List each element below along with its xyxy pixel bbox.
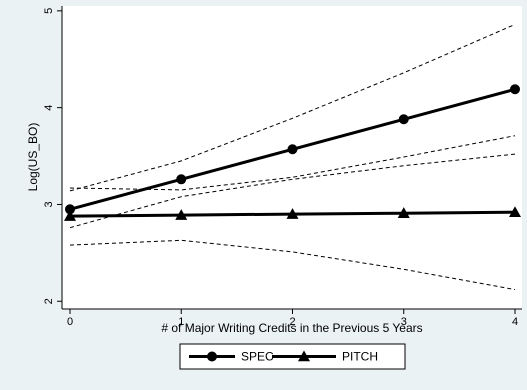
spec-point [287, 144, 298, 155]
y-axis-label: Log(US_BO) [26, 123, 40, 192]
y-tick-label: 2 [43, 298, 55, 304]
pitch-point [175, 209, 188, 220]
legend-item-spec: SPEC [189, 350, 274, 364]
legend-spec-label: SPEC [241, 350, 274, 364]
y-tick-label: 4 [43, 105, 55, 111]
x-tick-label: 3 [401, 316, 407, 328]
spec-ci-lower-line [69, 153, 516, 229]
x-tick-label: 2 [289, 316, 295, 328]
x-tick-label: 1 [178, 316, 184, 328]
pitch-point [509, 206, 521, 217]
pitch-point [64, 210, 76, 221]
legend-spec-marker [207, 351, 217, 362]
legend-pitch-label: PITCH [342, 350, 378, 364]
spec-point [176, 174, 187, 185]
confidence-bands [69, 23, 516, 291]
legend: SPEC PITCH [179, 343, 406, 370]
series-layer [64, 84, 521, 221]
spec-ci-upper-line [69, 23, 516, 192]
x-axis-label: # of Major Writing Credits in the Previo… [161, 321, 422, 335]
spec-point [510, 84, 520, 95]
pitch-point [286, 208, 299, 219]
x-tick-label: 0 [67, 316, 73, 328]
pitch-ci-upper-line [69, 135, 516, 191]
legend-pitch-marker [298, 350, 310, 362]
spec-point [398, 114, 409, 125]
legend-item-pitch: PITCH [272, 350, 378, 364]
x-tick-label: 4 [512, 316, 518, 328]
pitch-point [397, 207, 410, 218]
y-tick-label: 5 [43, 8, 55, 14]
spec-point [65, 204, 75, 215]
y-tick-label: 3 [43, 201, 55, 207]
plot-area [62, 6, 522, 309]
pitch-ci-lower-line [69, 239, 516, 291]
axes: 2 3 4 5 0 1 2 3 4 [43, 6, 522, 328]
